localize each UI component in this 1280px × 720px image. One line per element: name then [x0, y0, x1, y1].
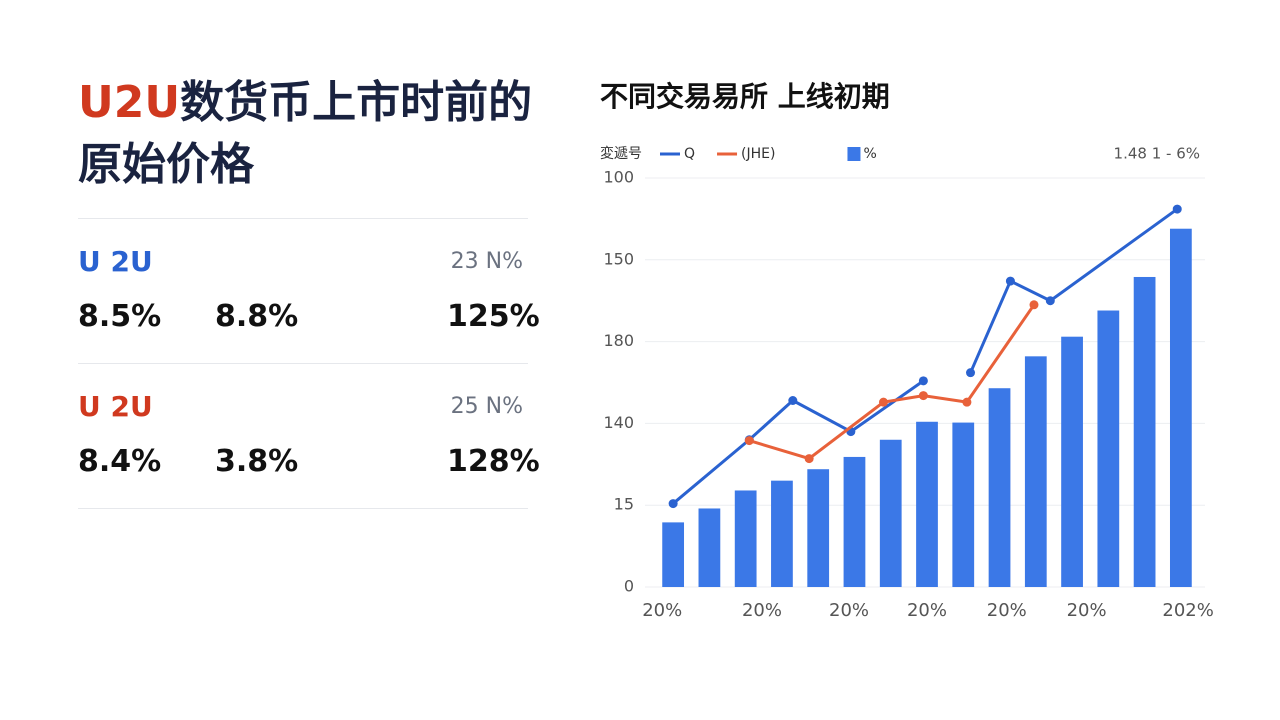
point [1029, 300, 1039, 310]
legend-label: Q [684, 146, 695, 162]
item-value: 125% [447, 299, 540, 334]
legend-label: (JHE) [741, 146, 775, 162]
divider [78, 218, 528, 219]
x-tick-label: 20% [642, 600, 682, 621]
item-value: 8.5% [78, 299, 162, 334]
bar [879, 439, 902, 587]
legend-swatch [847, 147, 861, 161]
item-note: 25 N% [450, 394, 523, 419]
y-tick-label: 180 [603, 331, 634, 350]
bar [952, 422, 975, 587]
bar [843, 456, 866, 587]
item-value: 8.4% [78, 444, 162, 479]
legend-title: 変遞号 [600, 145, 642, 162]
bar [1169, 228, 1192, 587]
bar [734, 490, 757, 587]
title-line: 数货币上市时前的 [180, 77, 533, 128]
point [918, 376, 928, 386]
title-highlight: U2U [78, 77, 181, 128]
item-name: U 2U [78, 245, 153, 278]
bar [662, 522, 685, 587]
y-tick-label: 0 [624, 577, 634, 596]
point [1172, 204, 1182, 214]
divider [78, 363, 528, 364]
bar [807, 469, 830, 587]
chart-title: 不同交易易所 上线初期 [600, 80, 890, 113]
panel-title: U2U数货币上市时前的原始价格 [78, 72, 532, 196]
point [668, 499, 678, 509]
divider [78, 508, 528, 509]
y-tick-label: 140 [603, 413, 634, 432]
point [1045, 296, 1055, 306]
point [1005, 276, 1015, 286]
y-tick-label: 100 [603, 168, 634, 187]
point [744, 436, 754, 446]
bar [1097, 310, 1120, 587]
bar [988, 388, 1011, 587]
item-name: U 2U [78, 390, 153, 423]
bar [771, 480, 793, 587]
x-tick-label: 20% [987, 600, 1027, 621]
x-tick-label: 20% [829, 600, 869, 621]
item-value: 3.8% [215, 444, 299, 479]
corner-note: 1.48 1 - 6% [1114, 145, 1200, 163]
x-tick-label: 20% [1067, 600, 1107, 621]
point [804, 454, 814, 464]
bar [1133, 276, 1156, 587]
point [962, 397, 972, 407]
y-tick-label: 15 [614, 495, 634, 514]
bar [1061, 336, 1083, 587]
legend-label: % [863, 146, 876, 162]
x-tick-label: 20% [907, 600, 947, 621]
item-value: 128% [447, 444, 540, 479]
x-tick-label: 202% [1162, 600, 1213, 621]
x-tick-label: 20% [742, 600, 782, 621]
point [788, 395, 798, 405]
point [878, 397, 888, 407]
line [969, 207, 1179, 374]
item-value: 8.8% [215, 299, 299, 334]
y-tick-label: 150 [603, 249, 634, 268]
point [966, 368, 976, 378]
bar [1024, 356, 1047, 587]
line [748, 303, 1036, 461]
title-line: 原始价格 [78, 139, 254, 190]
bar [698, 508, 721, 587]
item-note: 23 N% [450, 249, 523, 274]
bar [916, 421, 938, 587]
point [918, 391, 928, 401]
